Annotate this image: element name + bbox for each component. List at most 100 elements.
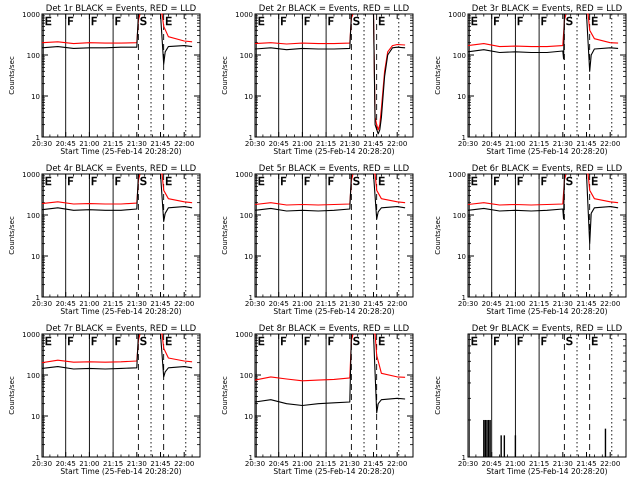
events-series-line [254, 333, 406, 414]
event-marker-label: F [280, 335, 286, 348]
x-tick-label: 21:00 [292, 300, 312, 308]
event-marker-label: S [566, 335, 573, 348]
event-marker-label: S [353, 335, 360, 348]
x-tick-label: 21:45 [150, 140, 170, 148]
x-tick-label: 21:15 [316, 300, 336, 308]
event-marker-label: F [541, 335, 547, 348]
y-tick-label: 100 [453, 212, 466, 220]
panel-title: Det 6r BLACK = Events, RED = LLD [472, 164, 623, 174]
y-tick-label: 1000 [22, 331, 40, 339]
event-marker-label: S [353, 15, 360, 28]
x-tick-label: 21:30 [127, 460, 147, 468]
y-tick-label: 10 [457, 93, 466, 101]
x-axis-label: Start Time (25-Feb-14 20:28:20) [273, 147, 394, 156]
y-tick-label: 10 [457, 253, 466, 261]
y-tick-label: 10 [244, 253, 253, 261]
y-tick-label: 100 [240, 52, 253, 60]
event-marker-label: F [280, 175, 286, 188]
event-marker-label: S [140, 175, 147, 188]
y-tick-label: 1000 [235, 331, 253, 339]
event-marker-label: E [471, 175, 478, 188]
x-tick-label: 21:15 [103, 140, 123, 148]
x-tick-label: 21:30 [127, 300, 147, 308]
x-tick-label: 21:15 [103, 300, 123, 308]
detector-panel: Det 7r BLACK = Events, RED = LLD Counts/s… [8, 324, 201, 476]
event-marker-label: F [328, 15, 334, 28]
x-tick-label: 21:00 [79, 460, 99, 468]
x-tick-label: 20:45 [56, 140, 76, 148]
x-tick-label: 21:15 [529, 460, 549, 468]
event-marker-label: E [258, 335, 265, 348]
y-tick-label: 1000 [448, 11, 466, 19]
x-tick-label: 22:00 [600, 300, 620, 308]
panel-title: Det 4r BLACK = Events, RED = LLD [46, 164, 197, 174]
events-series-line [41, 173, 193, 222]
event-marker-label: F [91, 175, 97, 188]
x-tick-label: 20:30 [458, 300, 478, 308]
x-tick-label: 21:15 [529, 300, 549, 308]
x-tick-label: 21:15 [103, 460, 123, 468]
event-marker-label: F [280, 15, 286, 28]
event-marker-label: E [45, 175, 52, 188]
event-marker-label: F [328, 335, 334, 348]
x-axis-label: Start Time (25-Feb-14 20:28:20) [486, 147, 607, 156]
y-tick-label: 100 [240, 372, 253, 380]
x-tick-label: 21:30 [340, 460, 360, 468]
y-tick-label: 1 [462, 454, 466, 462]
event-marker-label: F [304, 335, 310, 348]
x-tick-label: 20:30 [245, 140, 265, 148]
detector-panel: Det 3r BLACK = Events, RED = LLD Counts/s… [434, 4, 627, 156]
events-series-line [41, 333, 193, 378]
event-marker-label: F [67, 175, 73, 188]
detector-panel: Det 6r BLACK = Events, RED = LLD Counts/s… [434, 164, 627, 316]
x-tick-label: 22:00 [600, 140, 620, 148]
x-tick-label: 21:00 [505, 460, 525, 468]
y-tick-label: 100 [27, 212, 40, 220]
x-tick-label: 20:45 [56, 300, 76, 308]
x-axis-label: Start Time (25-Feb-14 20:28:20) [60, 307, 181, 316]
event-marker-label: S [566, 175, 573, 188]
event-marker-label: F [67, 335, 73, 348]
events-series-line [467, 173, 619, 245]
panel-title: Det 1r BLACK = Events, RED = LLD [46, 4, 197, 14]
x-tick-label: 21:15 [316, 460, 336, 468]
y-tick-label: 1 [36, 294, 40, 302]
x-axis-label: Start Time (25-Feb-14 20:28:20) [60, 147, 181, 156]
x-tick-label: 21:30 [340, 140, 360, 148]
x-tick-label: 21:45 [576, 300, 596, 308]
event-marker-label: E [258, 15, 265, 28]
x-tick-label: 20:45 [269, 460, 289, 468]
x-tick-label: 20:30 [245, 460, 265, 468]
event-marker-label: F [115, 15, 121, 28]
y-axis-label: Counts/sec [434, 376, 442, 415]
y-tick-label: 1 [249, 134, 253, 142]
event-marker-label: F [517, 175, 523, 188]
event-marker-label: E [471, 15, 478, 28]
y-tick-label: 1 [462, 294, 466, 302]
x-axis-label: Start Time (25-Feb-14 20:28:20) [273, 467, 394, 476]
y-axis-label: Counts/sec [8, 56, 16, 95]
panel-title: Det 3r BLACK = Events, RED = LLD [472, 4, 623, 14]
y-axis-label: Counts/sec [8, 216, 16, 255]
x-tick-label: 22:00 [600, 460, 620, 468]
events-series-line [254, 173, 406, 220]
detector-panel: Det 5r BLACK = Events, RED = LLD Counts/s… [221, 164, 414, 316]
event-marker-label: F [91, 335, 97, 348]
x-tick-label: 21:15 [529, 140, 549, 148]
x-tick-label: 20:30 [32, 460, 52, 468]
x-tick-label: 21:45 [150, 460, 170, 468]
event-marker-label: F [304, 15, 310, 28]
x-tick-label: 21:00 [292, 460, 312, 468]
y-axis-label: Counts/sec [221, 376, 229, 415]
event-marker-label: E [471, 335, 478, 348]
events-series-line [254, 13, 406, 135]
event-marker-label: F [493, 15, 499, 28]
x-axis-label: Start Time (25-Feb-14 20:28:20) [60, 467, 181, 476]
y-tick-label: 10 [31, 93, 40, 101]
x-tick-label: 21:30 [340, 300, 360, 308]
event-marker-label: E [45, 15, 52, 28]
y-tick-label: 100 [27, 372, 40, 380]
y-tick-label: 1000 [235, 11, 253, 19]
detector-panel: Det 2r BLACK = Events, RED = LLD Counts/s… [221, 4, 414, 156]
event-marker-label: E [378, 15, 385, 28]
